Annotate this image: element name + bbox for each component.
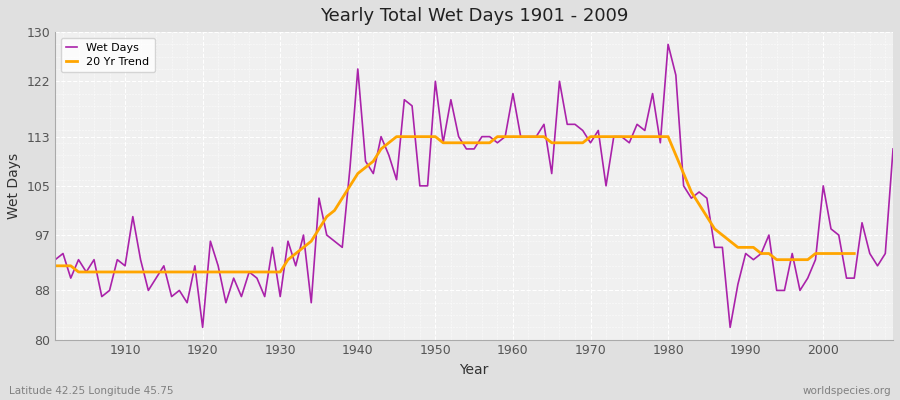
Wet Days [662, 42, 673, 47]
20 Yr Trend [283, 257, 293, 262]
Wet Days [608, 134, 619, 139]
20 Yr Trend [112, 270, 122, 274]
Wet Days [291, 264, 302, 268]
Wet Days [337, 245, 347, 250]
20 Yr Trend [500, 134, 510, 139]
20 Yr Trend [329, 208, 340, 213]
Title: Yearly Total Wet Days 1901 - 2009: Yearly Total Wet Days 1901 - 2009 [320, 7, 628, 25]
Wet Days [887, 146, 898, 151]
Wet Days [197, 325, 208, 330]
X-axis label: Year: Year [460, 363, 489, 377]
Wet Days [112, 257, 122, 262]
Wet Days [508, 91, 518, 96]
Wet Days [516, 134, 526, 139]
Line: 20 Yr Trend: 20 Yr Trend [55, 137, 854, 272]
20 Yr Trend [600, 134, 611, 139]
20 Yr Trend [508, 134, 518, 139]
Y-axis label: Wet Days: Wet Days [7, 153, 21, 219]
Line: Wet Days: Wet Days [55, 44, 893, 327]
20 Yr Trend [50, 264, 60, 268]
Text: worldspecies.org: worldspecies.org [803, 386, 891, 396]
Text: Latitude 42.25 Longitude 45.75: Latitude 42.25 Longitude 45.75 [9, 386, 174, 396]
Wet Days [50, 257, 60, 262]
Legend: Wet Days, 20 Yr Trend: Wet Days, 20 Yr Trend [61, 38, 155, 72]
